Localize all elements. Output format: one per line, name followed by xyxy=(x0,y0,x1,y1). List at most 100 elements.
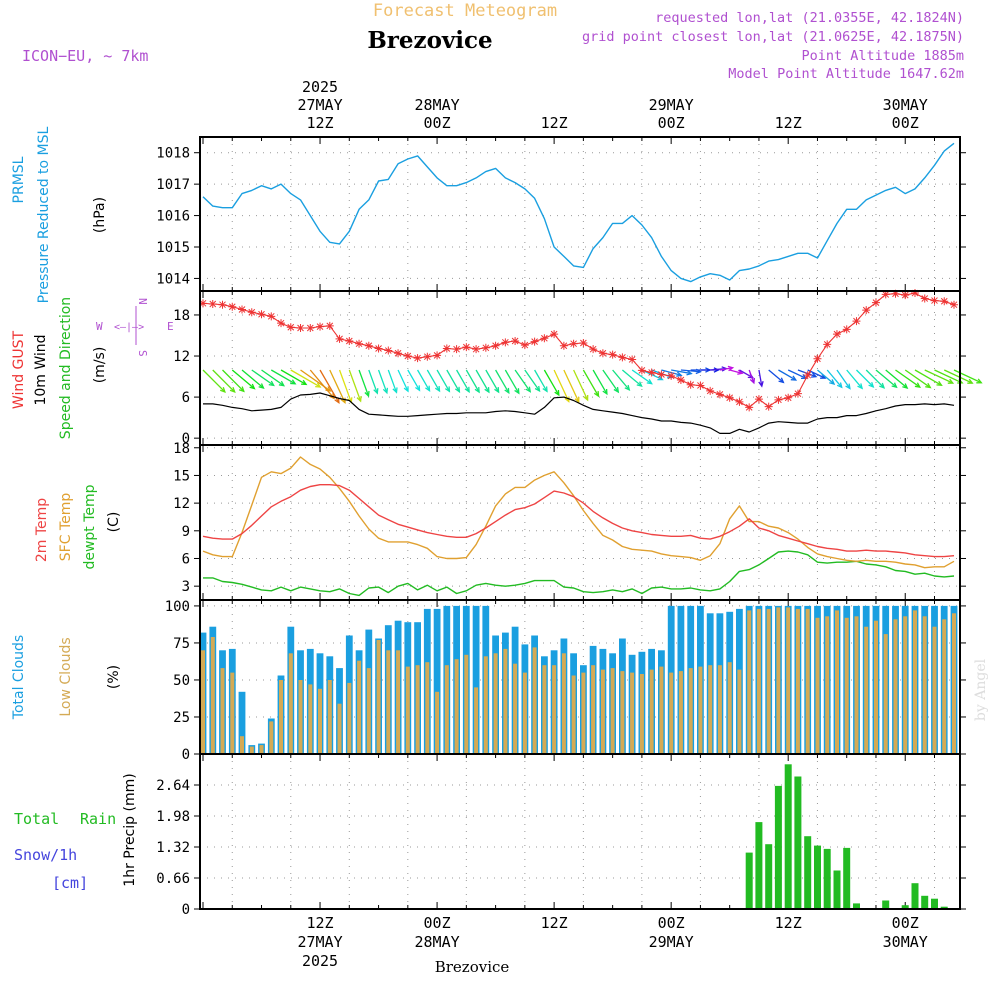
low-cloud-bar xyxy=(386,650,391,754)
gust-point xyxy=(199,299,207,308)
bottom-time-label: 00Z xyxy=(424,914,451,932)
compass-west: W xyxy=(96,320,103,333)
gust-point xyxy=(579,339,588,348)
low-cloud-bar xyxy=(620,671,625,754)
total-cloud-bar xyxy=(472,605,480,754)
gust-point xyxy=(316,322,325,331)
wind-direction-arrow xyxy=(680,369,701,373)
wind-arrow-head xyxy=(602,388,608,396)
wind-arrow-head xyxy=(278,380,286,387)
rain-bar xyxy=(853,903,860,909)
wind-direction-arrow xyxy=(797,369,817,378)
wind-direction-arrow xyxy=(524,369,541,392)
gust-point xyxy=(491,341,500,350)
gust-point xyxy=(725,393,734,402)
dewpt-temp-label: dewpt Temp xyxy=(82,484,98,569)
gust-point xyxy=(832,330,841,339)
wind-direction-arrow xyxy=(358,369,370,397)
top-time-label: 00Z xyxy=(658,114,685,132)
wind-arrow-head xyxy=(403,386,409,393)
top-time-label: 28MAY xyxy=(414,96,459,114)
gust-point xyxy=(569,339,578,348)
wind-arrow-head xyxy=(829,379,836,385)
requested-coords: requested lon,lat (21.0355E, 42.1824N) xyxy=(655,10,964,26)
wind-direction-arrow xyxy=(865,369,885,389)
rain-bar xyxy=(882,900,890,909)
low-cloud-bar xyxy=(581,672,586,754)
wind-direction-arrow xyxy=(329,369,346,403)
wind-arrow-head xyxy=(574,396,580,404)
wind-arrow-head xyxy=(356,396,362,403)
low-cloud-bar xyxy=(844,617,849,754)
rain-bar xyxy=(794,776,802,909)
wind-direction-arrow xyxy=(426,369,441,392)
gust-point xyxy=(628,355,637,364)
wind-direction-arrow xyxy=(436,369,450,392)
gust-point xyxy=(501,338,510,347)
temp2m-line xyxy=(202,484,955,558)
wind-direction-arrow xyxy=(885,369,908,389)
low-cloud-bar xyxy=(327,680,332,754)
top-time-label: 12Z xyxy=(541,114,568,132)
y-tick-label: 1015 xyxy=(156,240,190,256)
total-rain-label-2: Rain xyxy=(80,810,116,828)
sfc-temp-line xyxy=(202,456,955,569)
wind-arrow-head xyxy=(947,378,955,384)
wind-arrow-head xyxy=(646,378,653,385)
gust-point xyxy=(871,298,880,307)
y-tick-label: 6 xyxy=(182,551,190,567)
wind-panel: 0 6 12 18 xyxy=(173,289,983,447)
y-tick-label: 100 xyxy=(165,599,190,615)
precip-panel: 0 0.66 1.32 1.98 2.64 xyxy=(156,753,966,918)
gust-point xyxy=(540,334,549,343)
low-cloud-bar xyxy=(659,666,664,754)
gust-point xyxy=(462,343,471,352)
cloud-labels: Total Clouds Low Clouds (%) xyxy=(11,635,122,720)
wind-direction-arrow xyxy=(377,369,388,394)
wind-direction-arrow xyxy=(895,369,921,388)
rain-bar xyxy=(833,870,841,909)
gust-point xyxy=(247,308,256,317)
gust-point xyxy=(296,323,305,332)
wind-arrow-head xyxy=(229,386,236,393)
rain-bar xyxy=(745,852,753,909)
precip-axis-label: 1hr Precip (mm) xyxy=(122,773,138,886)
wind-direction-arrow xyxy=(407,369,421,391)
wind-direction-arrow xyxy=(290,369,321,388)
low-cloud-bar xyxy=(464,654,469,754)
wind-arrow-head xyxy=(891,382,898,389)
wind-arrow-head xyxy=(219,386,226,393)
gust-point xyxy=(433,351,442,360)
wind-arrow-head xyxy=(976,378,983,384)
compass-east: E xyxy=(167,320,174,333)
gust-point xyxy=(208,300,217,309)
wind-arrow-head xyxy=(290,379,297,385)
wind-arrow-head xyxy=(315,382,322,388)
wind-direction-arrow xyxy=(553,369,570,402)
point-altitude: Point Altitude 1885m xyxy=(801,48,964,64)
gust-point xyxy=(364,341,373,350)
bottom-time-label: 2025 xyxy=(302,952,338,970)
gust-point xyxy=(618,353,627,362)
gust-point xyxy=(793,389,802,398)
wind-direction-arrow xyxy=(338,369,352,403)
wind-direction-arrow xyxy=(621,369,643,387)
rain-bar xyxy=(755,822,763,909)
gust-point xyxy=(423,352,432,361)
gust-point xyxy=(676,375,685,384)
wind-arrow-head xyxy=(925,382,932,389)
top-time-label: 29MAY xyxy=(649,96,694,114)
wind-direction-arrow xyxy=(251,369,275,386)
pressure-labels: PRMSL Pressure Reduced to MSL (hPa) xyxy=(11,126,108,303)
gust-point xyxy=(325,321,334,330)
rain-bar xyxy=(931,898,938,909)
gust-point xyxy=(852,317,861,326)
gust-point xyxy=(891,289,900,298)
wind-direction-arrow xyxy=(953,369,982,384)
wind-arrow-head xyxy=(868,381,875,388)
gust-point xyxy=(686,380,695,389)
bottom-time-label: 28MAY xyxy=(414,933,459,951)
wind-arrow-head xyxy=(845,383,851,390)
gust-point xyxy=(394,349,403,358)
